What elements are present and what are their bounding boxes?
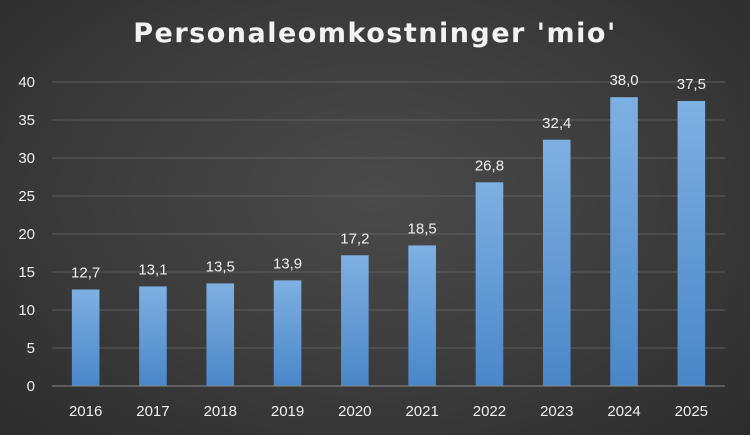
bar-2018: [206, 283, 235, 386]
data-label: 13,1: [138, 261, 167, 278]
y-tick-label: 30: [18, 150, 35, 167]
y-tick-label: 35: [18, 112, 35, 129]
x-tick-label: 2016: [69, 403, 102, 420]
bar-2022: [475, 182, 504, 386]
x-tick-label: 2017: [136, 403, 169, 420]
x-tick-label: 2023: [540, 403, 573, 420]
x-tick-label: 2021: [405, 403, 438, 420]
data-label: 32,4: [542, 115, 571, 132]
y-axis-ticks: 0 5 10 15 20 25 30 35 40: [18, 74, 35, 395]
y-tick-label: 5: [27, 340, 35, 357]
bar-2019: [273, 280, 302, 386]
bar-2025: [677, 101, 706, 386]
y-tick-label: 0: [27, 378, 35, 395]
data-label: 18,5: [408, 220, 437, 237]
data-label: 13,9: [273, 255, 302, 272]
bar-2020: [341, 255, 369, 386]
data-label: 17,2: [340, 230, 369, 247]
data-label: 26,8: [475, 157, 504, 174]
data-label: 12,7: [71, 264, 100, 281]
x-tick-label: 2022: [473, 403, 506, 420]
data-labels: 12,7 13,1 13,5 13,9 17,2 18,5 26,8 32,4 38,0 37,5: [71, 72, 706, 281]
x-tick-label: 2018: [204, 403, 237, 420]
y-tick-label: 40: [18, 74, 35, 91]
bar-2024: [610, 97, 638, 386]
y-tick-label: 10: [18, 302, 35, 319]
x-tick-label: 2024: [607, 403, 640, 420]
data-label: 38,0: [609, 72, 638, 89]
y-tick-label: 15: [18, 264, 35, 281]
chart-title: Personaleomkostninger 'mio': [133, 18, 617, 49]
bars: [71, 97, 706, 386]
x-tick-label: 2020: [338, 403, 371, 420]
bar-2017: [139, 286, 167, 386]
bar-2021: [408, 245, 436, 386]
y-tick-label: 20: [18, 226, 35, 243]
bar-2023: [542, 139, 571, 386]
bar-2016: [71, 289, 100, 386]
x-tick-label: 2025: [675, 403, 708, 420]
y-tick-label: 25: [18, 188, 35, 205]
data-label: 13,5: [206, 258, 235, 275]
x-tick-label: 2019: [271, 403, 304, 420]
x-axis-ticks: 2016 2017 2018 2019 2020 2021 2022 2023 2024 2025: [69, 403, 708, 420]
data-label: 37,5: [677, 76, 706, 93]
